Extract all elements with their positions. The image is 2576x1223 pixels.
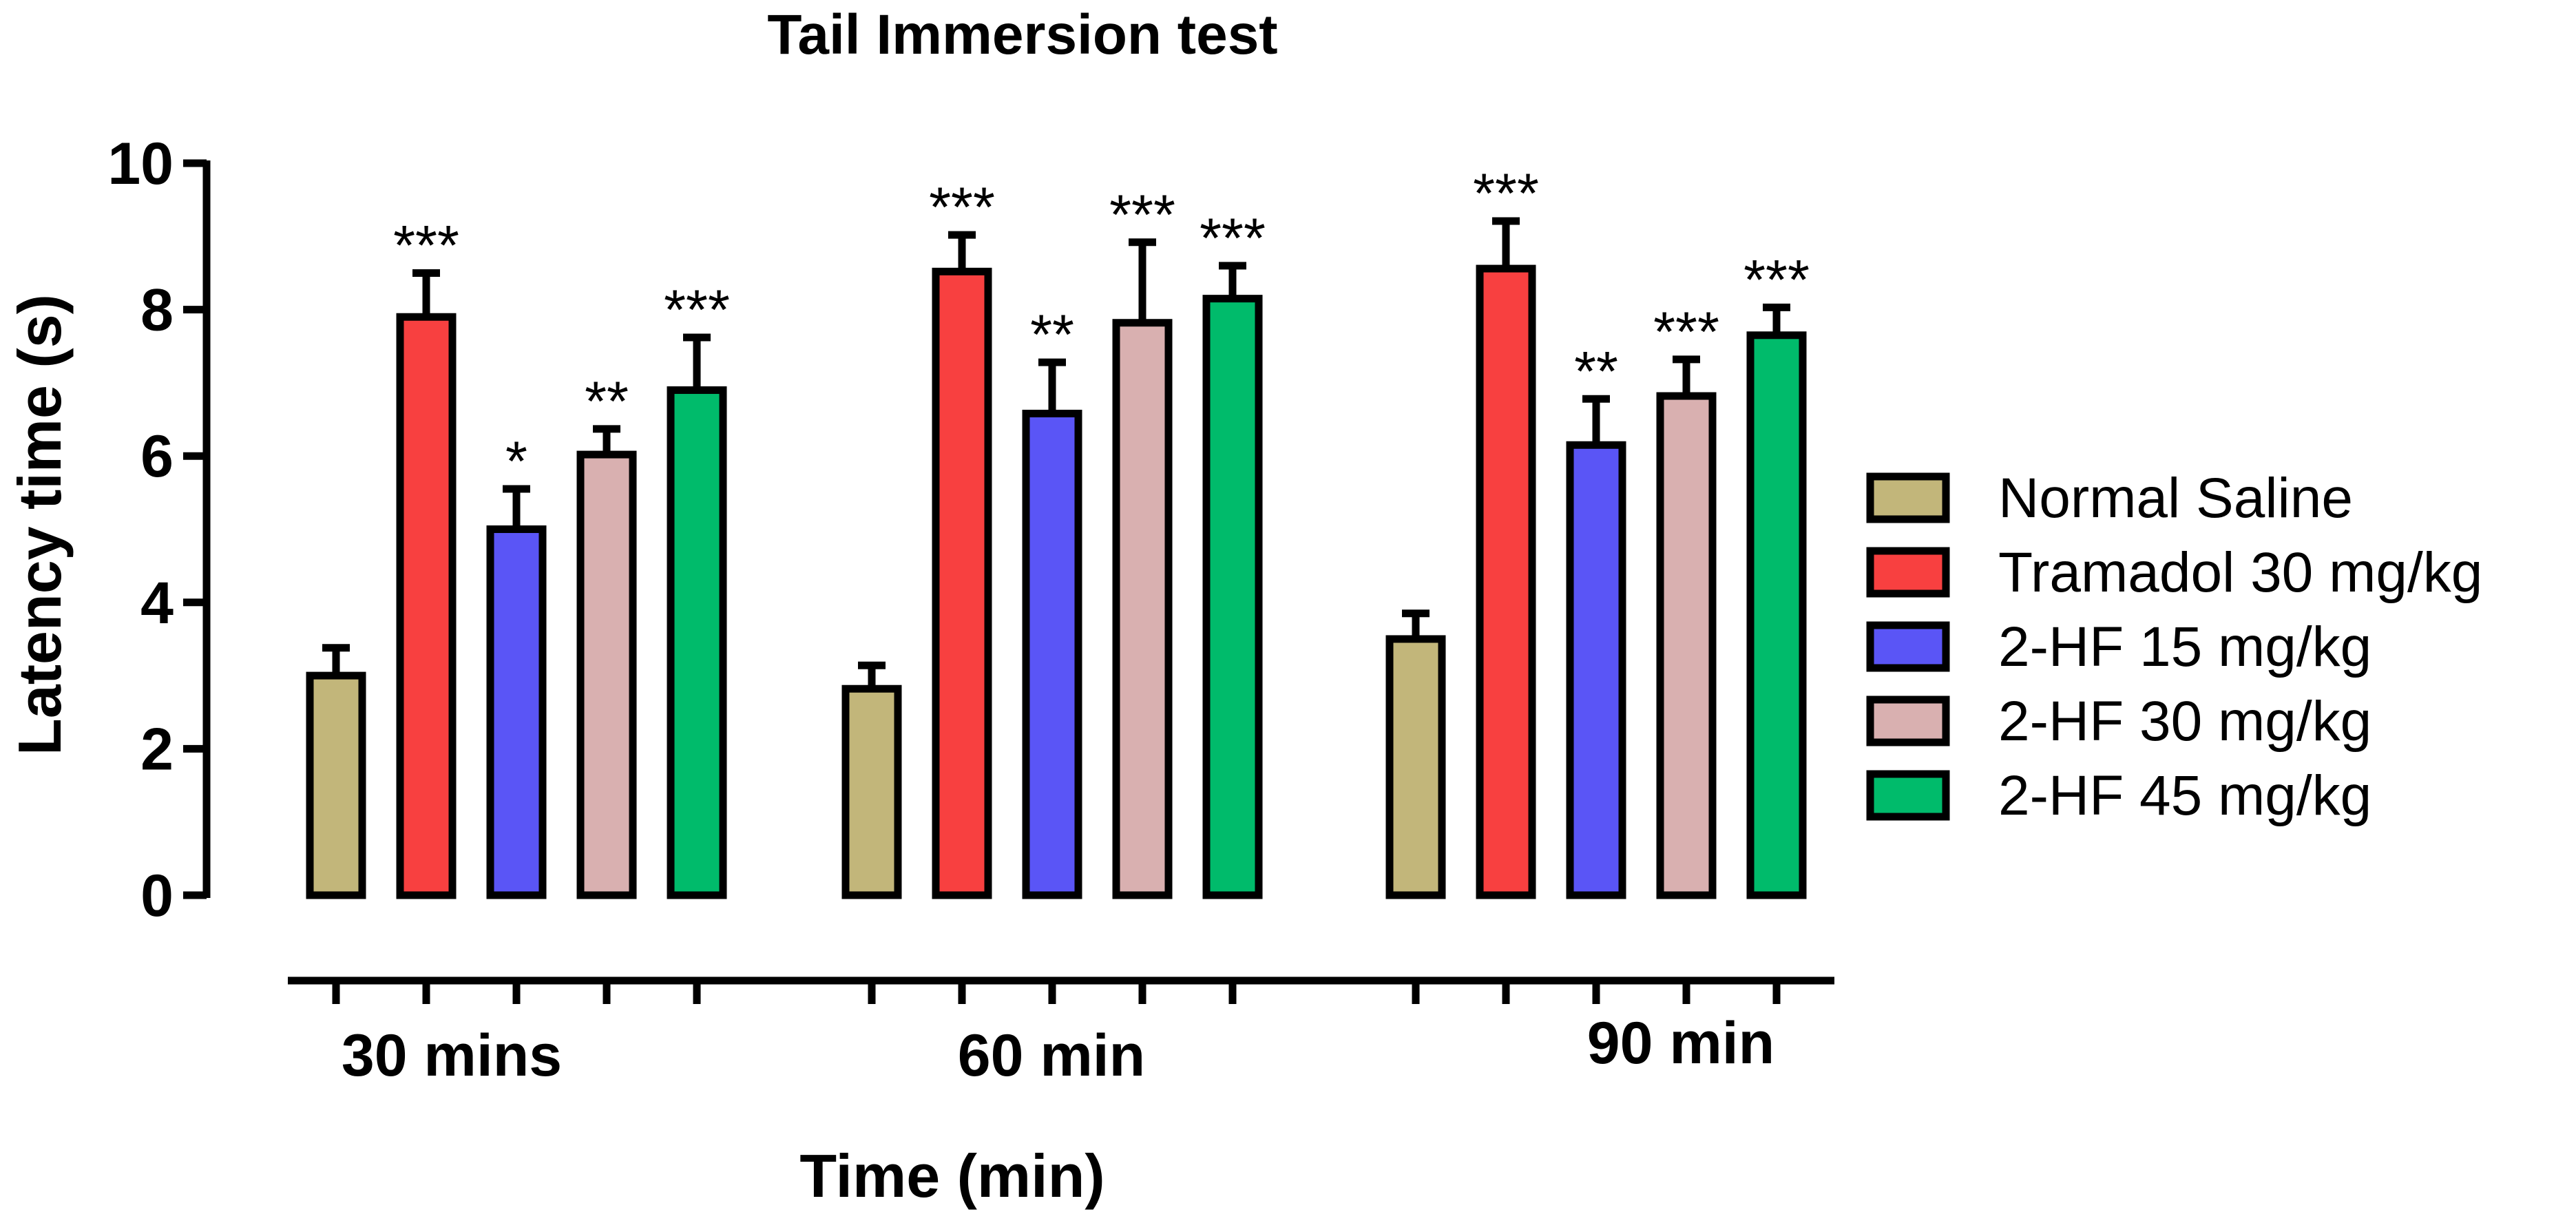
bar [1746, 331, 1807, 899]
significance-label: *** [1109, 184, 1175, 247]
legend-swatch [1866, 472, 1950, 523]
legend-swatch [1866, 770, 1950, 821]
chart-title: Tail Immersion test [767, 3, 1277, 66]
bars: ****** ************************* [306, 163, 1810, 899]
legend-swatch [1866, 621, 1950, 672]
bar [1202, 295, 1263, 899]
significance-label: *** [1473, 163, 1539, 225]
legend-label: 2-HF 30 mg/kg [1998, 690, 2371, 753]
bar [396, 313, 457, 899]
y-tick-label: 10 [107, 131, 174, 197]
legend-label: Tramadol 30 mg/kg [1998, 541, 2482, 604]
y-tick-label: 0 [140, 863, 174, 929]
axes: 0 2 4 6 8 10 30 mins 60 min 90 min [107, 131, 1834, 1089]
legend-label: Normal Saline [1998, 467, 2353, 530]
significance-label: *** [664, 279, 730, 342]
y-axis-label: Latency time (s) [6, 294, 74, 755]
significance-label: ** [1030, 304, 1074, 366]
significance-label: *** [1743, 249, 1810, 311]
bar [1656, 392, 1717, 899]
significance-label: *** [1653, 301, 1719, 364]
bar [1112, 319, 1173, 899]
bar [486, 525, 547, 899]
significance-label: * [505, 430, 527, 493]
x-axis-label: Time (min) [799, 1142, 1104, 1210]
bar [1022, 410, 1082, 899]
legend: Normal Saline Tramadol 30 mg/kg 2-HF 15 mg… [1866, 467, 2482, 827]
y-tick-label: 4 [140, 570, 174, 636]
bar [1385, 635, 1446, 899]
x-category-label: 90 min [1587, 1010, 1774, 1076]
legend-swatch [1866, 696, 1950, 746]
y-tick-label: 8 [140, 278, 174, 344]
bar [1476, 264, 1536, 899]
y-tick-label: 2 [140, 716, 174, 782]
y-tick-label: 6 [140, 424, 174, 490]
bar [576, 450, 637, 899]
legend-label: 2-HF 45 mg/kg [1998, 764, 2371, 827]
significance-label: *** [929, 176, 995, 239]
bar [667, 386, 727, 899]
bar [1566, 441, 1626, 899]
bar [306, 671, 366, 899]
significance-label: ** [585, 370, 629, 433]
significance-label: ** [1574, 340, 1618, 403]
significance-label: *** [393, 214, 459, 277]
bar [932, 267, 992, 899]
legend-swatch [1866, 547, 1950, 598]
x-category-label: 60 min [958, 1023, 1145, 1089]
bar [841, 684, 902, 899]
legend-label: 2-HF 15 mg/kg [1998, 616, 2371, 678]
x-category-label: 30 mins [342, 1023, 562, 1089]
significance-label: *** [1200, 207, 1266, 270]
